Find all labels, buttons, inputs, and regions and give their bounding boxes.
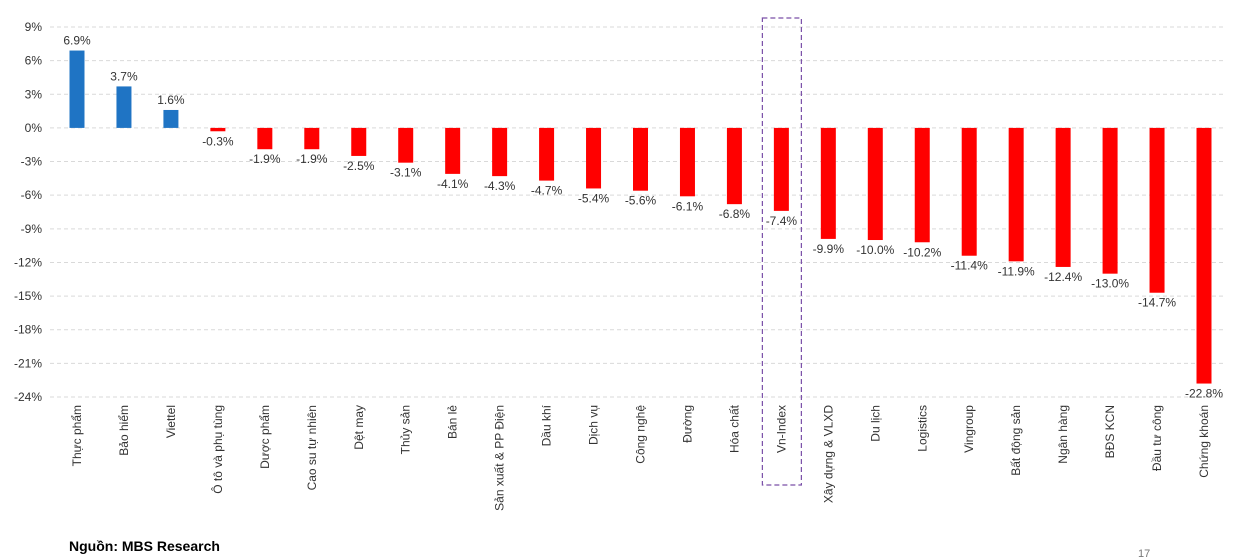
category-label: Dược phẩm	[258, 405, 272, 469]
category-label: Viettel	[164, 405, 178, 438]
category-label: Ngân hàng	[1056, 405, 1070, 464]
bar	[445, 127, 461, 174]
data-label: 3.7%	[110, 69, 138, 83]
data-label: -11.9%	[998, 264, 1035, 278]
y-tick-label: -9%	[21, 222, 43, 236]
category-label: Cao su tự nhiên	[305, 405, 319, 490]
data-label: -7.4%	[766, 214, 798, 228]
data-label: -1.9%	[296, 152, 328, 166]
bar	[961, 127, 977, 256]
bar	[492, 127, 508, 177]
category-label: Vn-Index	[774, 405, 788, 453]
bar	[867, 127, 883, 241]
y-tick-label: -21%	[14, 356, 42, 370]
bar	[773, 127, 789, 211]
category-label: Hóa chất	[727, 404, 741, 453]
y-tick-label: -24%	[14, 390, 42, 404]
data-label: -10.0%	[856, 243, 894, 257]
y-tick-label: -18%	[14, 323, 42, 337]
category-label: Vingroup	[962, 405, 976, 453]
category-label: Đường	[680, 405, 694, 443]
bar	[1055, 127, 1071, 267]
category-label: Bán lẻ	[446, 405, 460, 439]
bar	[539, 127, 555, 181]
source-note: Nguồn: MBS Research	[69, 538, 220, 554]
data-label: -6.8%	[719, 207, 751, 221]
y-tick-label: 6%	[25, 54, 43, 68]
bar	[351, 127, 367, 156]
data-label: -5.6%	[625, 194, 657, 208]
bar	[69, 50, 85, 128]
y-tick-label: -6%	[21, 188, 43, 202]
bar	[304, 127, 320, 150]
data-label: -4.7%	[531, 184, 563, 198]
data-label: 6.9%	[63, 34, 91, 48]
category-label: Ô tô và phụ tùng	[210, 405, 225, 494]
category-label: Đầu tư công	[1150, 405, 1164, 471]
data-label: -4.1%	[437, 177, 469, 191]
bar	[914, 127, 930, 243]
category-label: Thực phẩm	[70, 405, 84, 466]
y-tick-label: 9%	[25, 20, 43, 34]
bar	[116, 86, 132, 128]
highlight-box	[761, 17, 802, 486]
data-label: -14.7%	[1138, 296, 1176, 310]
bar	[1102, 127, 1118, 274]
category-label: Dầu khí	[540, 404, 554, 446]
bar	[726, 127, 742, 205]
category-label: Bảo hiểm	[117, 405, 131, 456]
y-tick-label: -3%	[21, 155, 43, 169]
bar	[633, 127, 648, 191]
bar	[679, 127, 695, 197]
data-label: -2.5%	[343, 159, 375, 173]
category-label: Bất động sản	[1009, 405, 1023, 476]
y-tick-label: 0%	[25, 121, 43, 135]
category-label: Dịch vụ	[587, 405, 601, 445]
bar	[820, 127, 836, 239]
data-label: -1.9%	[249, 152, 281, 166]
category-label: Thủy sản	[399, 405, 413, 454]
bar	[210, 127, 226, 132]
category-label: BĐS KCN	[1103, 405, 1117, 458]
category-label: Xây dựng & VLXD	[821, 405, 835, 503]
data-label: -6.1%	[672, 199, 704, 213]
data-label: -9.9%	[813, 242, 845, 256]
y-tick-label: 3%	[25, 87, 43, 101]
category-label: Logistics	[915, 405, 929, 452]
data-label: -4.3%	[484, 179, 516, 193]
data-label: -11.4%	[951, 259, 988, 273]
data-label: -12.4%	[1044, 270, 1082, 284]
bar	[1008, 127, 1024, 262]
bar	[1149, 127, 1165, 293]
data-label: -3.1%	[390, 166, 422, 180]
bar	[1196, 127, 1212, 384]
category-label: Công nghệ	[634, 405, 648, 464]
bar	[257, 127, 273, 150]
bar	[586, 127, 602, 189]
category-label: Dệt may	[352, 405, 366, 450]
category-label: Chứng khoán	[1197, 405, 1211, 478]
y-tick-label: -12%	[14, 255, 42, 269]
data-label: -0.3%	[202, 134, 234, 148]
bar	[163, 109, 179, 128]
data-label: -22.8%	[1185, 387, 1223, 401]
category-label: Sản xuất & PP Điện	[493, 405, 507, 511]
page-number: 17	[1138, 548, 1151, 560]
bar	[398, 127, 414, 163]
category-label: Du lịch	[868, 405, 882, 442]
data-label: -5.4%	[578, 191, 610, 205]
data-label: -10.2%	[903, 245, 941, 259]
data-label: 1.6%	[157, 93, 185, 107]
data-label: -13.0%	[1091, 277, 1129, 291]
y-tick-label: -15%	[14, 289, 42, 303]
